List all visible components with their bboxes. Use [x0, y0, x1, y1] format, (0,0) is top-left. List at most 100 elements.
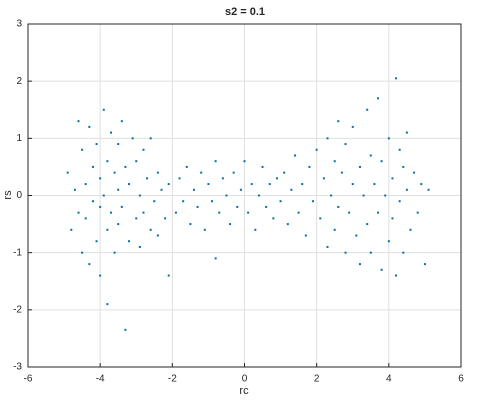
- point: [99, 274, 102, 277]
- point: [109, 211, 112, 214]
- point: [369, 154, 372, 157]
- point: [423, 263, 426, 266]
- point: [124, 165, 127, 168]
- point: [167, 274, 170, 277]
- plot-frame: [27, 23, 462, 368]
- point: [153, 200, 156, 203]
- point: [117, 223, 120, 226]
- point: [304, 234, 307, 237]
- point: [358, 263, 361, 266]
- point: [214, 257, 217, 260]
- y-axis-label: rs: [2, 190, 14, 200]
- point: [362, 194, 365, 197]
- point: [250, 183, 253, 186]
- point: [391, 217, 394, 220]
- point: [380, 160, 383, 163]
- point: [391, 177, 394, 180]
- point: [189, 223, 192, 226]
- chart-title: s2 = 0.1: [225, 6, 265, 18]
- x-tick-label: -6: [24, 374, 33, 385]
- point: [402, 165, 405, 168]
- point: [265, 205, 268, 208]
- point: [254, 228, 257, 231]
- point: [160, 188, 163, 191]
- point: [167, 183, 170, 186]
- point: [192, 188, 195, 191]
- point: [268, 183, 271, 186]
- point: [73, 188, 76, 191]
- point: [109, 131, 112, 134]
- point: [337, 120, 340, 123]
- point: [377, 211, 380, 214]
- point: [326, 137, 329, 140]
- point: [355, 234, 358, 237]
- point: [286, 223, 289, 226]
- point: [283, 171, 286, 174]
- point: [135, 217, 138, 220]
- y-tick-label: 0: [16, 190, 22, 201]
- point: [149, 137, 152, 140]
- point: [146, 177, 149, 180]
- point: [398, 200, 401, 203]
- point: [211, 200, 214, 203]
- point: [88, 263, 91, 266]
- point: [99, 205, 102, 208]
- point: [81, 251, 84, 254]
- point: [427, 188, 430, 191]
- point: [229, 223, 232, 226]
- point: [225, 194, 228, 197]
- point: [413, 171, 416, 174]
- point: [95, 143, 98, 146]
- point: [351, 183, 354, 186]
- point: [138, 194, 141, 197]
- point: [409, 228, 412, 231]
- point: [200, 171, 203, 174]
- point: [106, 160, 109, 163]
- point: [348, 211, 351, 214]
- point: [185, 165, 188, 168]
- point: [113, 251, 116, 254]
- point: [333, 160, 336, 163]
- point: [384, 194, 387, 197]
- point: [135, 160, 138, 163]
- point: [416, 211, 419, 214]
- point: [120, 205, 123, 208]
- point: [261, 165, 264, 168]
- point: [337, 205, 340, 208]
- point: [124, 328, 127, 331]
- point: [405, 131, 408, 134]
- point: [91, 165, 94, 168]
- point: [279, 200, 282, 203]
- point: [203, 228, 206, 231]
- point: [243, 160, 246, 163]
- point: [102, 108, 105, 111]
- point: [221, 177, 224, 180]
- point: [91, 200, 94, 203]
- point: [156, 171, 159, 174]
- point: [257, 194, 260, 197]
- point: [77, 211, 80, 214]
- point: [377, 97, 380, 100]
- x-tick-label: -2: [168, 374, 177, 385]
- point: [344, 143, 347, 146]
- point: [84, 183, 87, 186]
- point: [128, 240, 131, 243]
- point: [275, 177, 278, 180]
- point: [70, 228, 73, 231]
- x-tick-label: 6: [458, 374, 464, 385]
- point: [214, 160, 217, 163]
- y-tick-label: 1: [16, 133, 22, 144]
- point: [164, 217, 167, 220]
- point: [380, 268, 383, 271]
- point: [290, 188, 293, 191]
- point: [369, 251, 372, 254]
- x-tick-label: 0: [242, 374, 248, 385]
- point: [312, 200, 315, 203]
- point: [402, 251, 405, 254]
- point: [182, 200, 185, 203]
- y-tick-label: -3: [13, 362, 22, 373]
- point: [297, 211, 300, 214]
- point: [358, 165, 361, 168]
- point: [315, 148, 318, 151]
